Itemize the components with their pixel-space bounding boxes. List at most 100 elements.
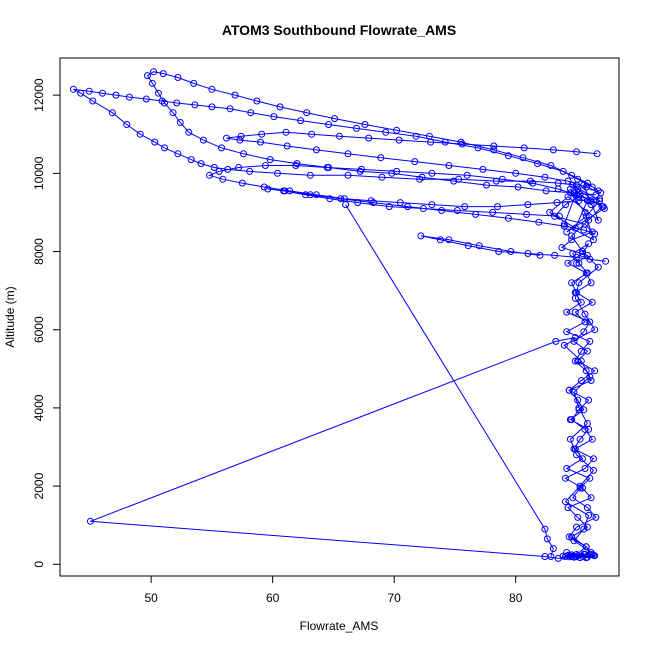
data-point	[191, 101, 199, 109]
data-point	[588, 298, 596, 306]
data-point	[464, 242, 472, 250]
x-tick-label: 70	[388, 591, 402, 605]
data-point	[581, 310, 589, 318]
data-point	[419, 205, 427, 212]
data-point	[575, 279, 583, 287]
data-point	[475, 242, 483, 250]
data-point	[529, 179, 537, 187]
data-point	[574, 513, 582, 521]
data-point	[587, 551, 595, 558]
data-point	[583, 179, 591, 187]
data-point	[588, 228, 596, 236]
data-point	[581, 318, 589, 326]
data-point	[219, 175, 227, 183]
data-point	[583, 504, 591, 512]
data-point	[187, 156, 195, 164]
data-point	[174, 150, 182, 158]
data-point	[197, 160, 205, 168]
data-point	[377, 154, 385, 162]
data-point	[565, 533, 573, 541]
data-point	[577, 357, 585, 365]
data-point	[261, 162, 269, 169]
data-point	[206, 171, 213, 179]
data-point	[586, 474, 594, 482]
data-point	[541, 553, 549, 560]
data-point	[588, 435, 596, 443]
data-point	[237, 132, 245, 140]
data-point	[231, 91, 239, 99]
data-point	[148, 79, 156, 87]
data-point	[69, 85, 77, 93]
data-point	[483, 181, 490, 189]
data-point	[190, 79, 198, 87]
data-point	[258, 130, 266, 138]
data-point	[308, 130, 316, 138]
y-tick-label: 0	[32, 561, 46, 568]
data-point	[551, 212, 559, 220]
data-point	[591, 326, 599, 334]
series-5-line	[267, 188, 595, 235]
data-point	[159, 70, 167, 78]
data-point	[436, 236, 444, 244]
data-point	[590, 466, 597, 474]
data-point	[552, 337, 560, 345]
data-point	[246, 167, 254, 175]
data-point	[519, 154, 527, 162]
data-point	[144, 72, 151, 80]
data-point	[562, 498, 569, 506]
data-point	[590, 455, 597, 463]
data-point	[494, 203, 501, 211]
data-point	[524, 201, 532, 209]
series-4-line	[226, 131, 601, 194]
data-point	[564, 193, 572, 201]
data-point	[600, 205, 608, 212]
data-point	[574, 175, 582, 183]
data-point	[575, 404, 583, 412]
data-point	[563, 308, 571, 316]
data-point	[393, 167, 401, 175]
data-point	[582, 183, 590, 191]
data-point	[176, 119, 184, 126]
data-point	[458, 140, 466, 148]
data-point	[543, 535, 551, 543]
data-point	[125, 93, 133, 101]
data-point	[534, 160, 542, 168]
y-tick-label: 4000	[32, 394, 46, 421]
data-point	[438, 207, 446, 214]
data-point	[472, 210, 480, 218]
data-point	[302, 191, 309, 199]
data-point	[568, 171, 576, 179]
data-point	[199, 136, 207, 144]
data-point	[169, 109, 177, 117]
series-3-line	[207, 165, 604, 208]
data-point	[323, 164, 331, 171]
data-point	[489, 208, 497, 216]
data-point	[274, 169, 281, 177]
data-point	[579, 455, 586, 463]
data-point	[575, 259, 583, 267]
x-axis-label: Flowrate_AMS	[300, 619, 379, 633]
data-point	[582, 543, 590, 551]
data-point	[512, 169, 520, 177]
data-point	[575, 406, 583, 414]
data-point	[562, 201, 569, 209]
data-point	[86, 517, 94, 525]
x-tick-label: 80	[509, 591, 523, 605]
data-point	[365, 134, 373, 142]
data-point	[344, 150, 352, 158]
data-point	[576, 435, 584, 443]
data-point	[154, 89, 162, 97]
data-point	[354, 199, 362, 207]
data-point	[235, 164, 243, 171]
data-point	[587, 201, 595, 209]
y-tick-label: 6000	[32, 316, 46, 343]
data-point	[253, 97, 261, 105]
data-point	[536, 251, 544, 259]
data-point	[573, 451, 580, 459]
data-point	[586, 373, 594, 381]
data-point	[535, 218, 543, 226]
data-point	[388, 169, 396, 177]
data-point	[575, 193, 583, 201]
data-point	[569, 494, 577, 502]
